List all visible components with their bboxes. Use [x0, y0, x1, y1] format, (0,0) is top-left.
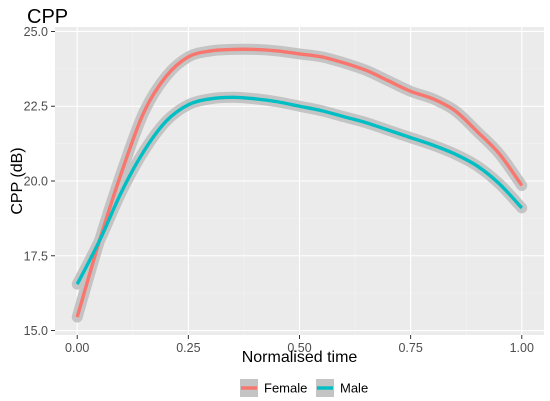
series-lines — [75, 47, 524, 318]
x-tick-label: 1.00 — [510, 341, 534, 355]
legend: Female Male — [240, 379, 368, 397]
y-tick-label: 17.5 — [24, 249, 48, 263]
x-axis-ticks: 0.00 0.25 0.50 0.75 1.00 — [65, 335, 534, 355]
y-axis-ticks: 15.0 17.5 20.0 22.5 25.0 — [24, 25, 55, 338]
y-tick-label: 22.5 — [24, 100, 48, 114]
y-tick-label: 20.0 — [24, 175, 48, 189]
legend-item-male: Male — [316, 379, 368, 397]
legend-label-male: Male — [340, 381, 368, 396]
x-tick-label: 0.25 — [176, 341, 200, 355]
x-tick-label: 0.00 — [65, 341, 89, 355]
legend-label-female: Female — [264, 381, 307, 396]
male-series-line — [75, 95, 524, 285]
y-tick-label: 15.0 — [24, 324, 48, 338]
female-series-line — [75, 47, 524, 318]
y-axis-title: CPP (dB) — [9, 147, 26, 214]
chart-title: CPP — [27, 6, 68, 28]
x-axis-title: Normalised time — [242, 349, 358, 366]
y-tick-label: 25.0 — [24, 25, 48, 39]
x-tick-label: 0.50 — [287, 341, 311, 355]
legend-item-female: Female — [240, 379, 307, 397]
x-tick-label: 0.75 — [398, 341, 422, 355]
